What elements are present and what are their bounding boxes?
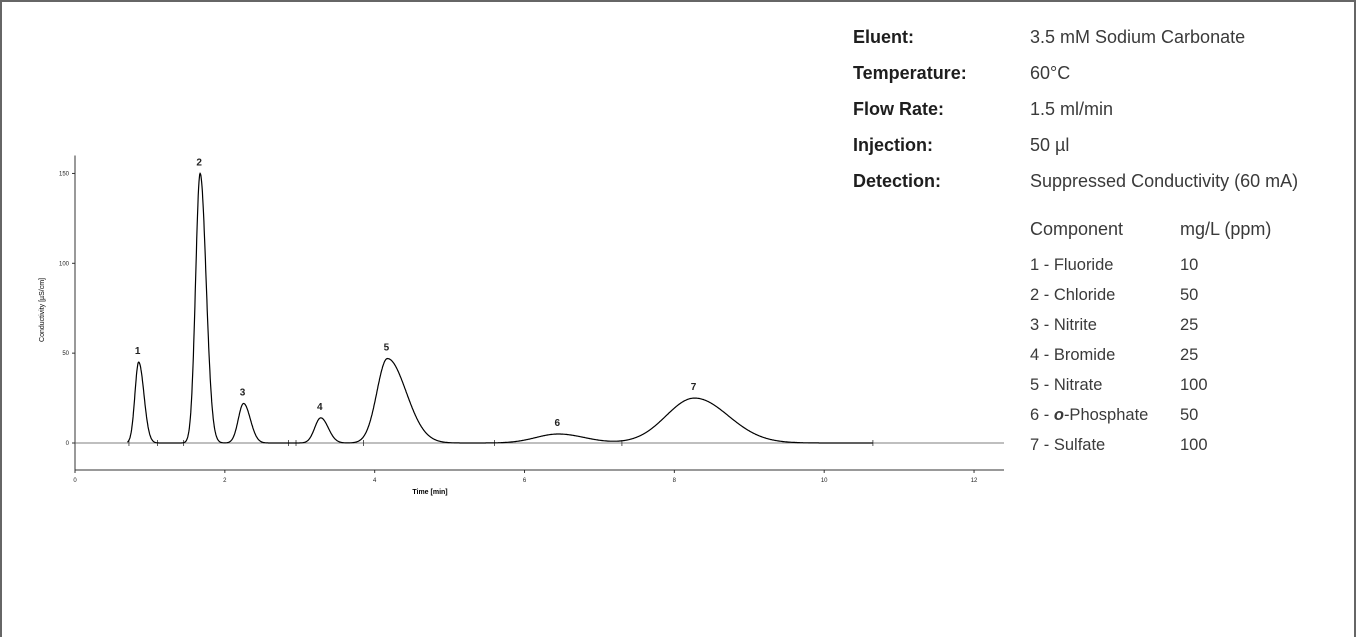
condition-label: Eluent:	[853, 27, 914, 47]
condition-label: Temperature:	[853, 63, 967, 83]
x-axis-label: Time [min]	[412, 489, 447, 496]
peak-labels: 1 2 3 4 5 6 7	[135, 157, 697, 429]
condition-label: Injection:	[853, 135, 933, 155]
condition-label: Detection:	[853, 171, 942, 191]
peak-label: 7	[691, 382, 697, 393]
peak-label: 2	[196, 157, 202, 168]
component-row: 6 - o-Phosphate 50	[1030, 400, 1198, 430]
y-tick-label: 0	[66, 441, 70, 447]
component-header-name: Component	[1030, 219, 1124, 239]
component-conc: 50	[1180, 286, 1199, 304]
component-row: 4 - Bromide 25	[1030, 340, 1198, 370]
x-tick-label: 0	[73, 478, 77, 484]
x-tick-label: 4	[373, 478, 377, 484]
x-tick-label: 12	[971, 478, 978, 484]
component-name: 5 - Nitrate	[1030, 376, 1103, 394]
component-conc: 100	[1180, 376, 1208, 394]
component-name: 2 - Chloride	[1030, 286, 1116, 304]
component-name: 1 - Fluoride	[1030, 256, 1114, 274]
component-row: 7 - Sulfate 100	[1030, 430, 1208, 460]
component-name: 7 - Sulfate	[1030, 436, 1106, 454]
component-name: 4 - Bromide	[1030, 346, 1116, 364]
component-name: 3 - Nitrite	[1030, 316, 1097, 334]
component-conc: 100	[1180, 436, 1208, 454]
condition-label: Flow Rate:	[853, 99, 945, 119]
chart-ticks: 0 50 100 150 0 2 4 6 8 10 12	[59, 171, 978, 484]
condition-value: 50 µl	[1030, 135, 1070, 155]
component-conc: 50	[1180, 406, 1199, 424]
component-name: 6 - o-Phosphate	[1030, 406, 1149, 424]
peak-label: 6	[554, 418, 560, 429]
chromatogram-trace	[127, 172, 873, 444]
x-tick-label: 8	[673, 478, 677, 484]
x-tick-label: 10	[821, 478, 828, 484]
peak-label: 3	[240, 387, 246, 398]
peak-label: 5	[384, 343, 390, 354]
condition-value: Suppressed Conductivity (60 mA)	[1030, 171, 1299, 191]
condition-value: 3.5 mM Sodium Carbonate	[1030, 27, 1246, 47]
condition-value: 60°C	[1030, 63, 1071, 83]
component-header: Component mg/L (ppm)	[1030, 214, 1271, 244]
y-tick-label: 100	[59, 261, 70, 267]
y-axis-label: Conductivity [µS/cm]	[39, 278, 46, 342]
component-conc: 25	[1180, 316, 1199, 334]
component-row: 2 - Chloride 50	[1030, 280, 1198, 310]
x-tick-label: 2	[223, 478, 227, 484]
peak-label: 1	[135, 346, 141, 357]
x-tick-label: 6	[523, 478, 527, 484]
peak-label: 4	[317, 402, 323, 413]
component-row: 3 - Nitrite 25	[1030, 310, 1198, 340]
y-tick-label: 50	[62, 351, 69, 357]
y-tick-label: 150	[59, 171, 70, 177]
component-conc: 25	[1180, 346, 1199, 364]
component-conc: 10	[1180, 256, 1199, 274]
condition-value: 1.5 ml/min	[1030, 99, 1114, 119]
component-row: 1 - Fluoride 10	[1030, 250, 1198, 280]
component-row: 5 - Nitrate 100	[1030, 370, 1208, 400]
component-header-conc: mg/L (ppm)	[1180, 219, 1272, 239]
